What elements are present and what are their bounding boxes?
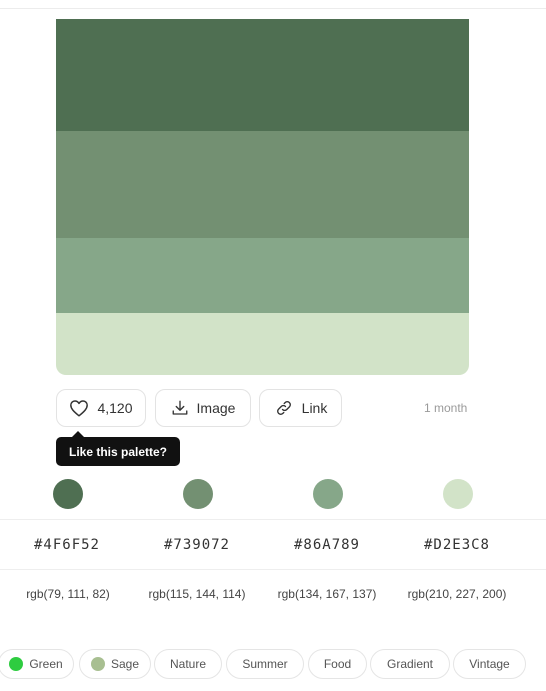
tag-gradient[interactable]: Gradient (370, 649, 450, 679)
tag-label: Gradient (386, 657, 434, 671)
image-download-button[interactable]: Image (155, 389, 251, 427)
divider (0, 569, 546, 570)
link-label: Link (301, 400, 328, 416)
color-dot[interactable] (443, 479, 473, 509)
download-icon (171, 399, 189, 417)
rgb-code[interactable]: rgb(134, 167, 137) (277, 587, 377, 601)
tag-green[interactable]: Green (0, 649, 74, 679)
link-icon (274, 399, 294, 417)
like-button[interactable]: 4,120 (56, 389, 146, 427)
sage-dot-icon (90, 657, 105, 671)
rgb-code[interactable]: rgb(210, 227, 200) (407, 587, 507, 601)
tag-vintage[interactable]: Vintage (453, 649, 526, 679)
color-swatch[interactable] (56, 19, 469, 131)
copy-link-button[interactable]: Link (259, 389, 342, 427)
palette-age: 1 month (424, 401, 468, 415)
color-dot[interactable] (183, 479, 213, 509)
rgb-code[interactable]: rgb(115, 144, 114) (148, 587, 246, 601)
hex-code[interactable]: #739072 (163, 537, 230, 553)
like-count: 4,120 (97, 400, 133, 416)
color-swatch[interactable] (56, 313, 469, 375)
color-dot[interactable] (53, 479, 83, 509)
color-dot[interactable] (313, 479, 343, 509)
tag-nature[interactable]: Nature (154, 649, 222, 679)
palette-preview[interactable] (56, 19, 469, 375)
tag-sage[interactable]: Sage (79, 649, 151, 679)
divider (0, 519, 546, 520)
tag-list: Green Sage Nature Summer Food Gradient V… (0, 649, 546, 679)
green-dot-icon (9, 657, 24, 671)
hex-code[interactable]: #4F6F52 (33, 537, 100, 553)
hex-code[interactable]: #86A789 (293, 537, 360, 553)
like-tooltip: Like this palette? (56, 431, 180, 466)
tag-label: Nature (169, 657, 207, 671)
color-swatch[interactable] (56, 131, 469, 238)
tag-label: Summer (242, 657, 288, 671)
tag-label: Vintage (469, 657, 510, 671)
rgb-code[interactable]: rgb(79, 111, 82) (26, 587, 110, 601)
tag-label: Green (29, 657, 63, 671)
tag-summer[interactable]: Summer (226, 649, 304, 679)
top-divider (0, 8, 546, 9)
heart-icon (69, 399, 89, 417)
tag-food[interactable]: Food (308, 649, 367, 679)
tag-label: Sage (110, 657, 140, 671)
image-label: Image (196, 400, 236, 416)
tag-label: Food (323, 657, 352, 671)
color-swatch[interactable] (56, 238, 469, 313)
hex-code[interactable]: #D2E3C8 (423, 537, 490, 553)
palette-actions: 4,120 Image Link 1 month (56, 389, 476, 427)
tooltip-text: Like this palette? (68, 444, 168, 459)
